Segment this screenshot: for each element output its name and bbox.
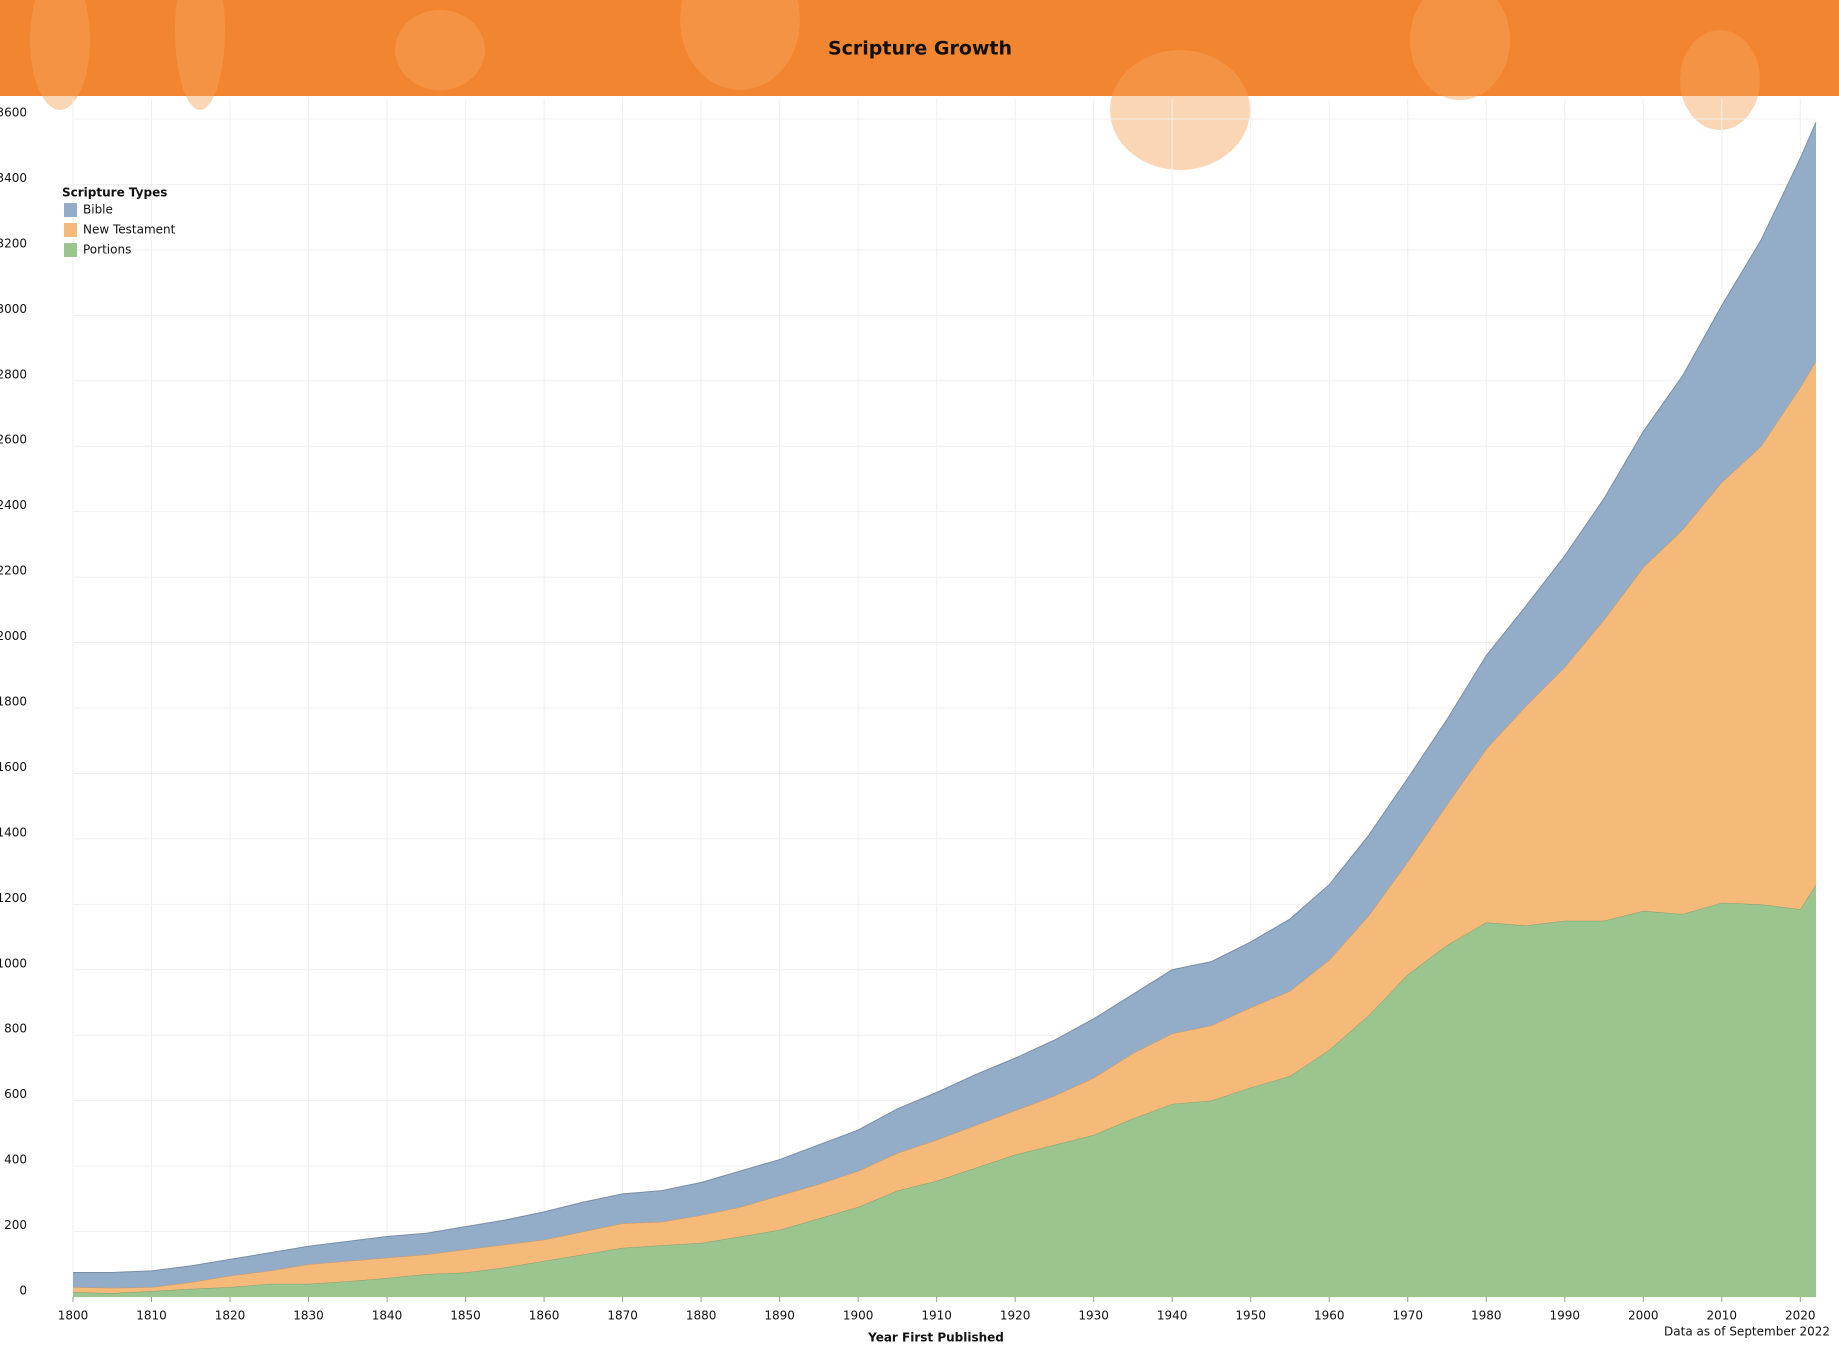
y-tick-label: 1800 xyxy=(0,695,27,709)
x-tick-label: 1820 xyxy=(215,1309,246,1323)
y-tick-label: 3400 xyxy=(0,171,27,185)
y-tick-label: 1600 xyxy=(0,760,27,774)
y-tick-label: 2000 xyxy=(0,629,27,643)
y-tick-label: 800 xyxy=(4,1022,27,1036)
y-tick-label: 0 xyxy=(19,1284,27,1298)
area xyxy=(73,361,1816,1294)
legend-swatch xyxy=(64,203,77,217)
chart-title: Scripture Growth xyxy=(828,38,1012,60)
x-tick-label: 1950 xyxy=(1235,1309,1266,1323)
x-tick-label: 1810 xyxy=(136,1309,167,1323)
y-tick-label: 400 xyxy=(4,1153,27,1167)
x-tick-label: 1930 xyxy=(1078,1309,1109,1323)
y-tick-label: 2200 xyxy=(0,564,27,578)
x-tick-label: 1900 xyxy=(843,1309,874,1323)
x-tick-label: 1840 xyxy=(372,1309,403,1323)
x-axis-title: Year First Published xyxy=(867,1331,1004,1345)
x-tick-label: 1870 xyxy=(607,1309,638,1323)
area-edge xyxy=(73,122,1817,1273)
x-tick-label: 1800 xyxy=(58,1309,89,1323)
y-tick-label: 200 xyxy=(4,1218,27,1232)
x-tick-label: 2000 xyxy=(1628,1309,1659,1323)
y-tick-label: 3200 xyxy=(0,236,27,250)
x-tick-label: 1960 xyxy=(1314,1309,1345,1323)
x-tick-label: 1910 xyxy=(921,1309,952,1323)
x-tick-label: 2020 xyxy=(1785,1309,1816,1323)
x-tick-label: 1990 xyxy=(1549,1309,1580,1323)
y-tick-label: 3600 xyxy=(0,106,27,120)
legend-swatch xyxy=(64,243,77,257)
header-decoration xyxy=(30,0,1760,170)
y-tick-label: 1400 xyxy=(0,825,27,839)
x-tick-label: 1880 xyxy=(686,1309,717,1323)
x-tick-label: 1850 xyxy=(450,1309,481,1323)
x-tick-label: 1830 xyxy=(293,1309,324,1323)
x-tick-label: 1980 xyxy=(1471,1309,1502,1323)
legend-swatch xyxy=(64,223,77,237)
y-tick-label: 2400 xyxy=(0,498,27,512)
y-tick-label: 1000 xyxy=(0,956,27,970)
legend-label: Portions xyxy=(83,243,131,257)
y-tick-label: 600 xyxy=(4,1087,27,1101)
x-tick-label: 1860 xyxy=(529,1309,560,1323)
header xyxy=(0,0,1839,96)
y-tick-label: 2600 xyxy=(0,433,27,447)
legend-title: Scripture Types xyxy=(62,186,167,200)
y-tick-label: 1200 xyxy=(0,891,27,905)
area xyxy=(73,884,1816,1297)
x-tick-label: 1970 xyxy=(1392,1309,1423,1323)
y-tick-label: 3000 xyxy=(0,302,27,316)
y-tick-label: 2800 xyxy=(0,367,27,381)
x-tick-label: 1940 xyxy=(1157,1309,1188,1323)
x-tick-label: 1920 xyxy=(1000,1309,1031,1323)
legend-label: New Testament xyxy=(83,223,176,237)
area xyxy=(73,122,1816,1288)
footnote: Data as of September 2022 xyxy=(1664,1325,1830,1339)
legend-label: Bible xyxy=(83,203,113,217)
x-tick-label: 2010 xyxy=(1707,1309,1738,1323)
x-tick-label: 1890 xyxy=(764,1309,795,1323)
